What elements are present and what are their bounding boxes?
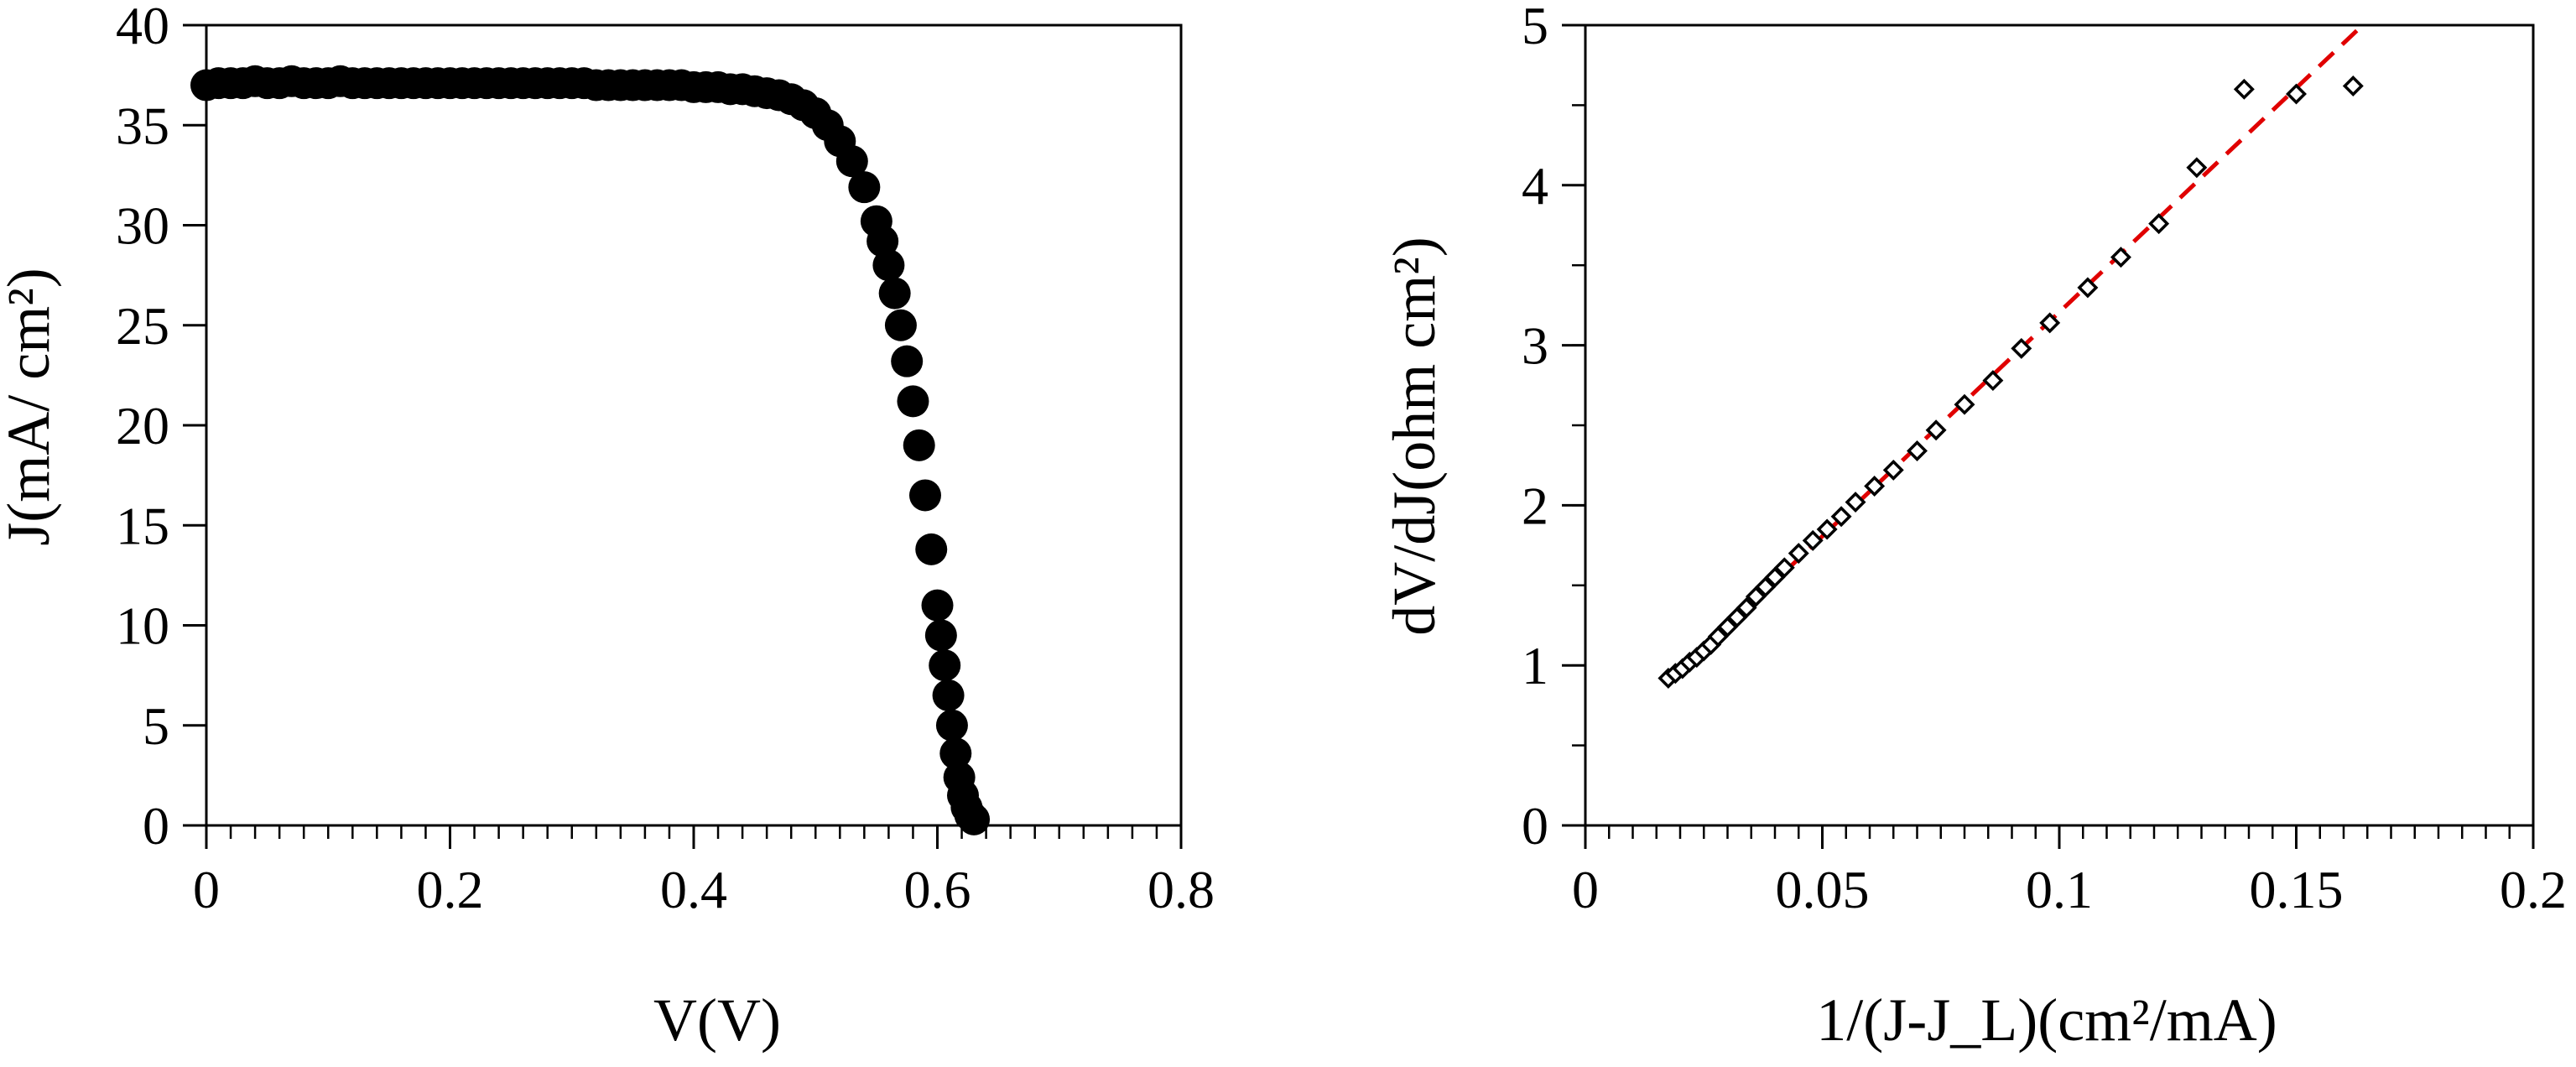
y-tick-label: 3 [1522, 316, 1548, 376]
data-point [1954, 393, 1975, 415]
jv-y-axis-title: J(mA/ cm²) [0, 268, 62, 546]
data-point [1788, 543, 1809, 565]
x-tick-label: 0.15 [2250, 860, 2344, 919]
data-point [1755, 576, 1777, 598]
x-tick-label: 0.2 [417, 860, 484, 919]
data-point [1745, 586, 1767, 607]
data-point [872, 249, 905, 282]
data-point [878, 277, 911, 310]
data-point [848, 171, 881, 204]
data-point [939, 737, 972, 770]
data-point [2148, 213, 2170, 235]
y-tick-label: 5 [1522, 0, 1548, 55]
x-tick-label: 0.05 [1776, 860, 1870, 919]
y-tick-label: 4 [1522, 156, 1548, 216]
y-tick-label: 20 [116, 396, 169, 455]
data-point [1882, 459, 1904, 481]
y-tick-label: 30 [116, 196, 169, 256]
data-point [1845, 492, 1866, 513]
jv-axes: 0 0.2 0.4 0.6 0.8 0 5 10 15 20 25 30 35 40 [116, 0, 1215, 919]
dvdj-data-points [1657, 23, 2365, 689]
data-point [1816, 518, 1838, 540]
data-point [929, 649, 961, 682]
y-tick-label: 0 [143, 796, 169, 856]
dvdj-y-axis-title: dV/dJ(ohm cm²) [1381, 237, 1448, 636]
data-point [1907, 440, 1928, 462]
data-point [2077, 277, 2099, 299]
jv-x-axis-title: V(V) [653, 986, 781, 1054]
chart-jv-curve: 0 0.2 0.4 0.6 0.8 0 5 10 15 20 25 30 35 40 V(V) J(mA/… [0, 0, 1215, 1054]
x-tick-label: 0.6 [904, 860, 971, 919]
y-tick-label: 10 [116, 596, 169, 656]
data-point [1925, 419, 1947, 441]
data-point [1764, 566, 1786, 588]
data-point [932, 679, 965, 711]
y-tick-label: 0 [1522, 796, 1548, 856]
data-point [1717, 616, 1738, 638]
data-point [1773, 557, 1795, 579]
plot-frame [205, 23, 1183, 827]
x-tick-label: 0.8 [1147, 860, 1215, 919]
data-point [935, 709, 968, 742]
data-point [2110, 247, 2131, 268]
y-tick-label: 35 [116, 96, 169, 155]
y-tick-label: 1 [1522, 636, 1548, 695]
data-point [1802, 529, 1824, 551]
data-point [891, 345, 924, 377]
data-point [908, 479, 941, 512]
x-tick-label: 0.4 [660, 860, 727, 919]
plot-frame [1584, 23, 2535, 827]
data-point [1726, 606, 1748, 628]
y-tick-label: 40 [116, 0, 169, 55]
jv-data-points [190, 65, 991, 835]
data-point [2011, 337, 2032, 359]
x-tick-label: 0.2 [2500, 860, 2567, 919]
y-tick-label: 25 [116, 296, 169, 356]
x-tick-label: 0.1 [2026, 860, 2093, 919]
dvdj-axes: 0 0.05 0.1 0.15 0.2 0 1 2 3 4 5 [1522, 0, 2567, 919]
dvdj-x-axis-title: 1/(J-J_L)(cm²/mA) [1816, 986, 2277, 1054]
data-point [915, 533, 948, 565]
data-point [2286, 83, 2307, 105]
data-point [1830, 506, 1852, 528]
data-point [1982, 370, 2004, 392]
data-point [884, 309, 917, 341]
y-tick-label: 2 [1522, 476, 1548, 535]
data-point [2039, 312, 2061, 334]
data-point [921, 589, 954, 622]
y-tick-label: 5 [143, 696, 169, 756]
data-point [2233, 78, 2255, 100]
data-point [866, 225, 899, 258]
data-point [903, 429, 935, 461]
x-tick-label: 0 [1572, 860, 1599, 919]
data-point [1707, 626, 1729, 648]
data-point [2342, 75, 2364, 96]
y-tick-label: 15 [116, 496, 169, 555]
data-point [897, 385, 929, 418]
data-point [958, 803, 991, 835]
data-point [1736, 597, 1757, 618]
x-tick-label: 0 [193, 860, 220, 919]
data-point [1864, 476, 1886, 497]
data-point [835, 145, 868, 178]
data-point [924, 619, 957, 652]
data-point [2186, 157, 2208, 179]
